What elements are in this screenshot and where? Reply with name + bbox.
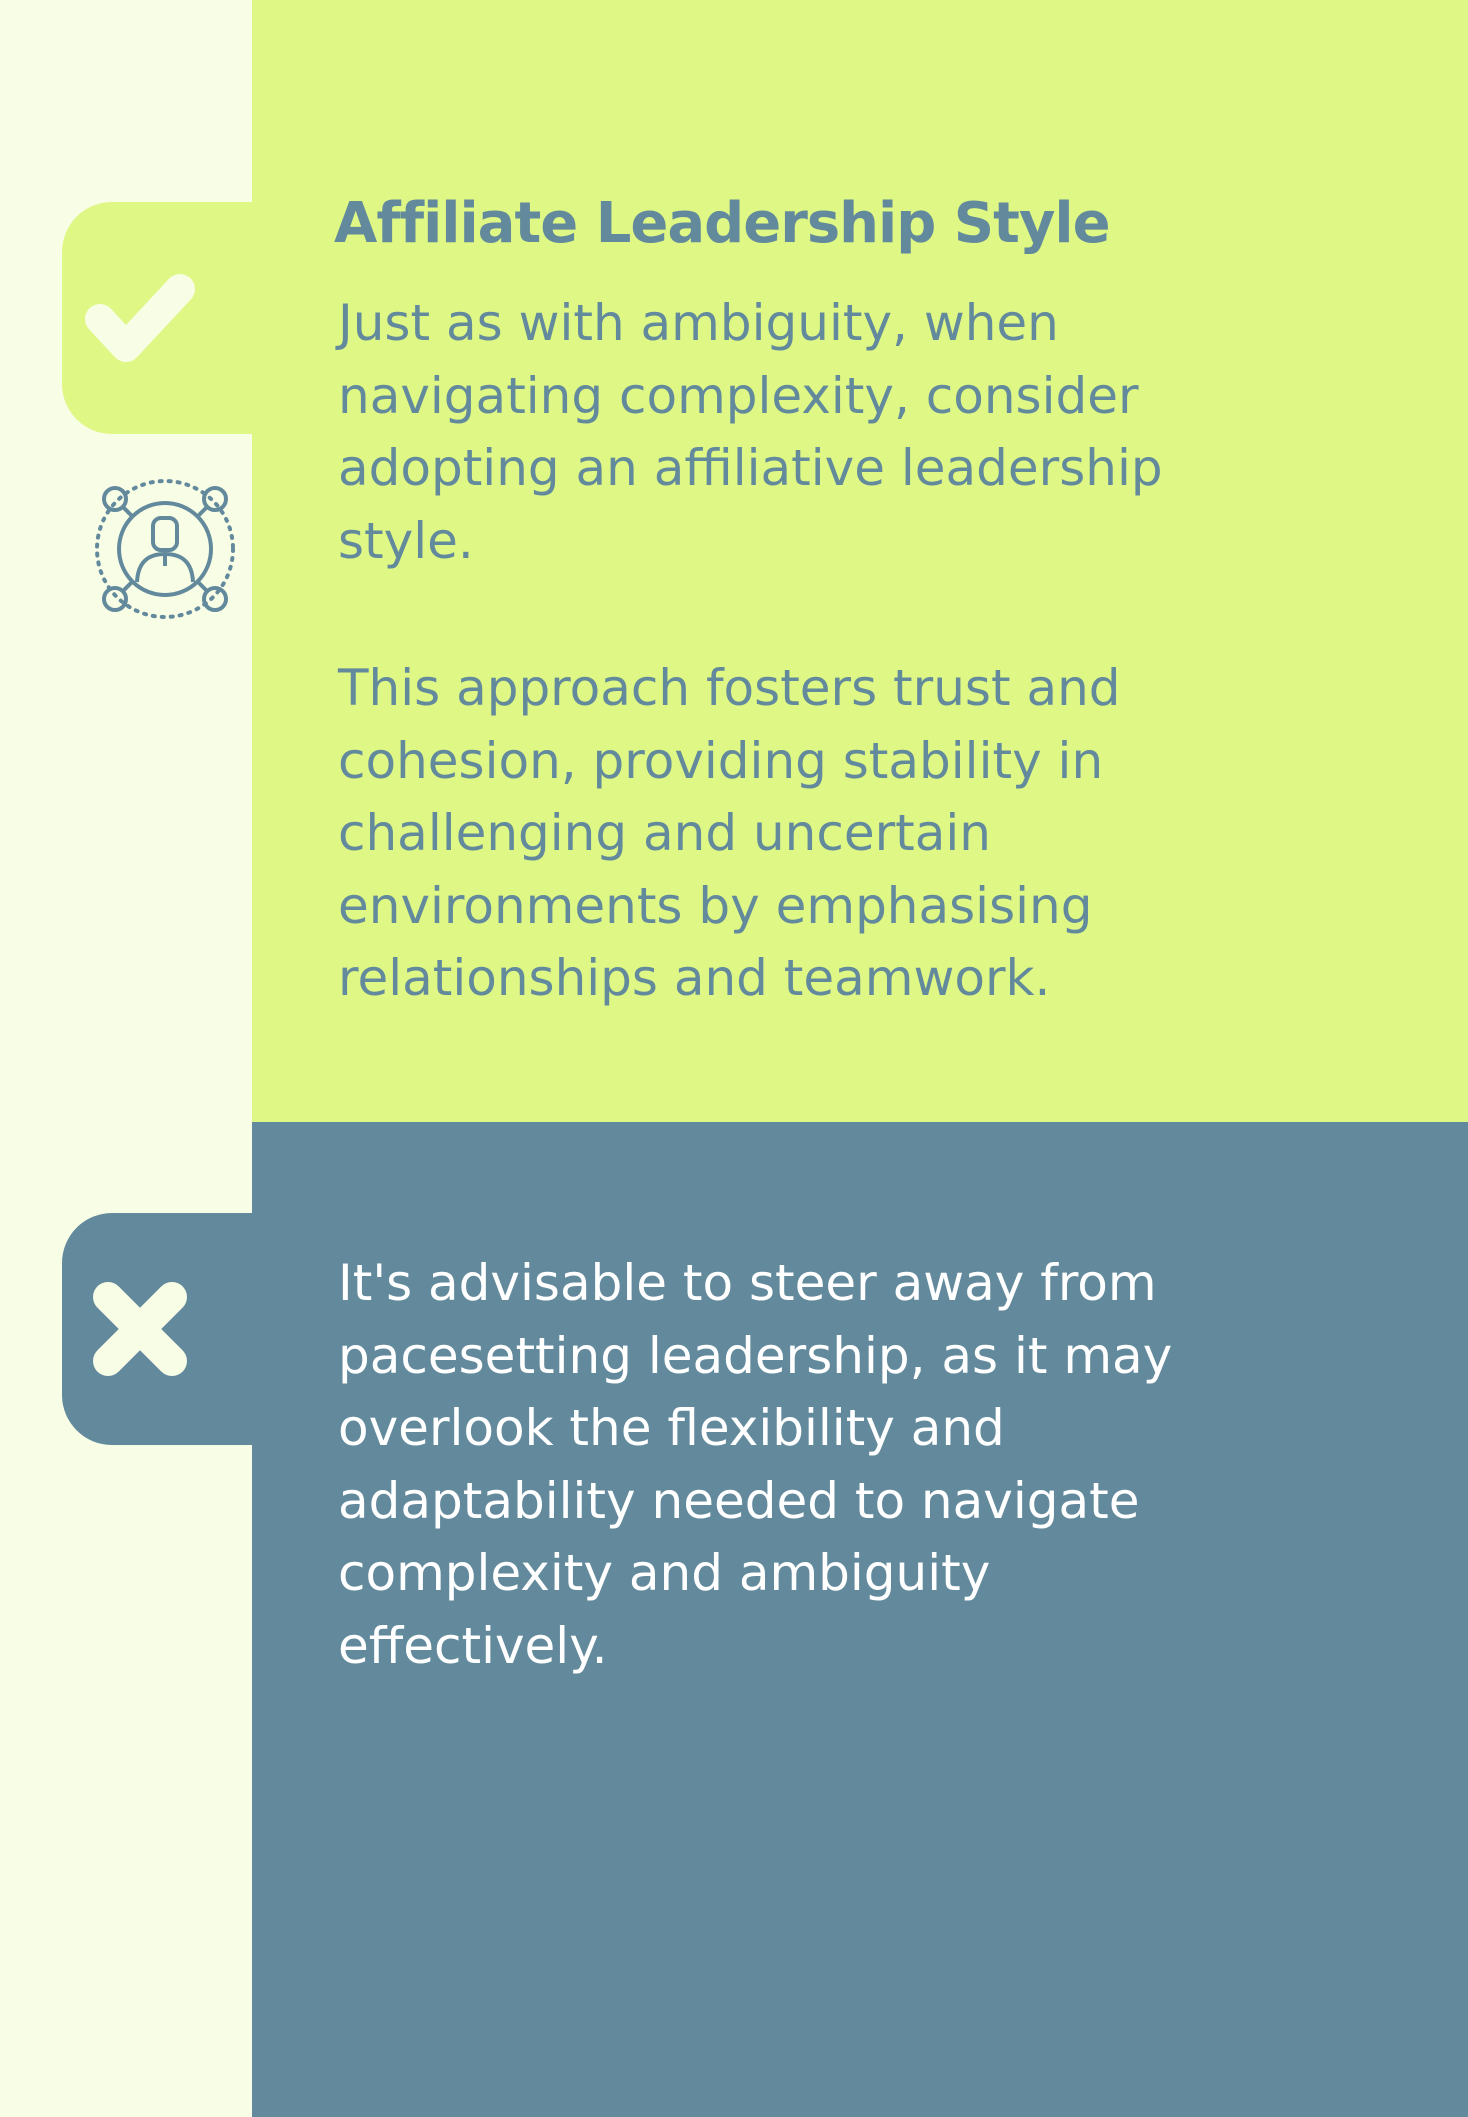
do-tab bbox=[62, 202, 254, 434]
section-title: Affiliate Leadership Style bbox=[334, 191, 1111, 256]
dont-panel bbox=[252, 1122, 1468, 2117]
do-paragraph-2: This approach fosters trust and cohesion… bbox=[338, 659, 1121, 1008]
do-paragraph-1: Just as with ambiguity, when navigating … bbox=[338, 294, 1163, 570]
dont-tab bbox=[62, 1213, 254, 1445]
cross-icon bbox=[93, 1282, 187, 1376]
team-network-icon bbox=[95, 479, 235, 619]
check-icon bbox=[85, 274, 195, 362]
do-panel bbox=[252, 0, 1468, 1122]
dont-paragraph: It's advisable to steer away from pacese… bbox=[338, 1254, 1173, 1675]
